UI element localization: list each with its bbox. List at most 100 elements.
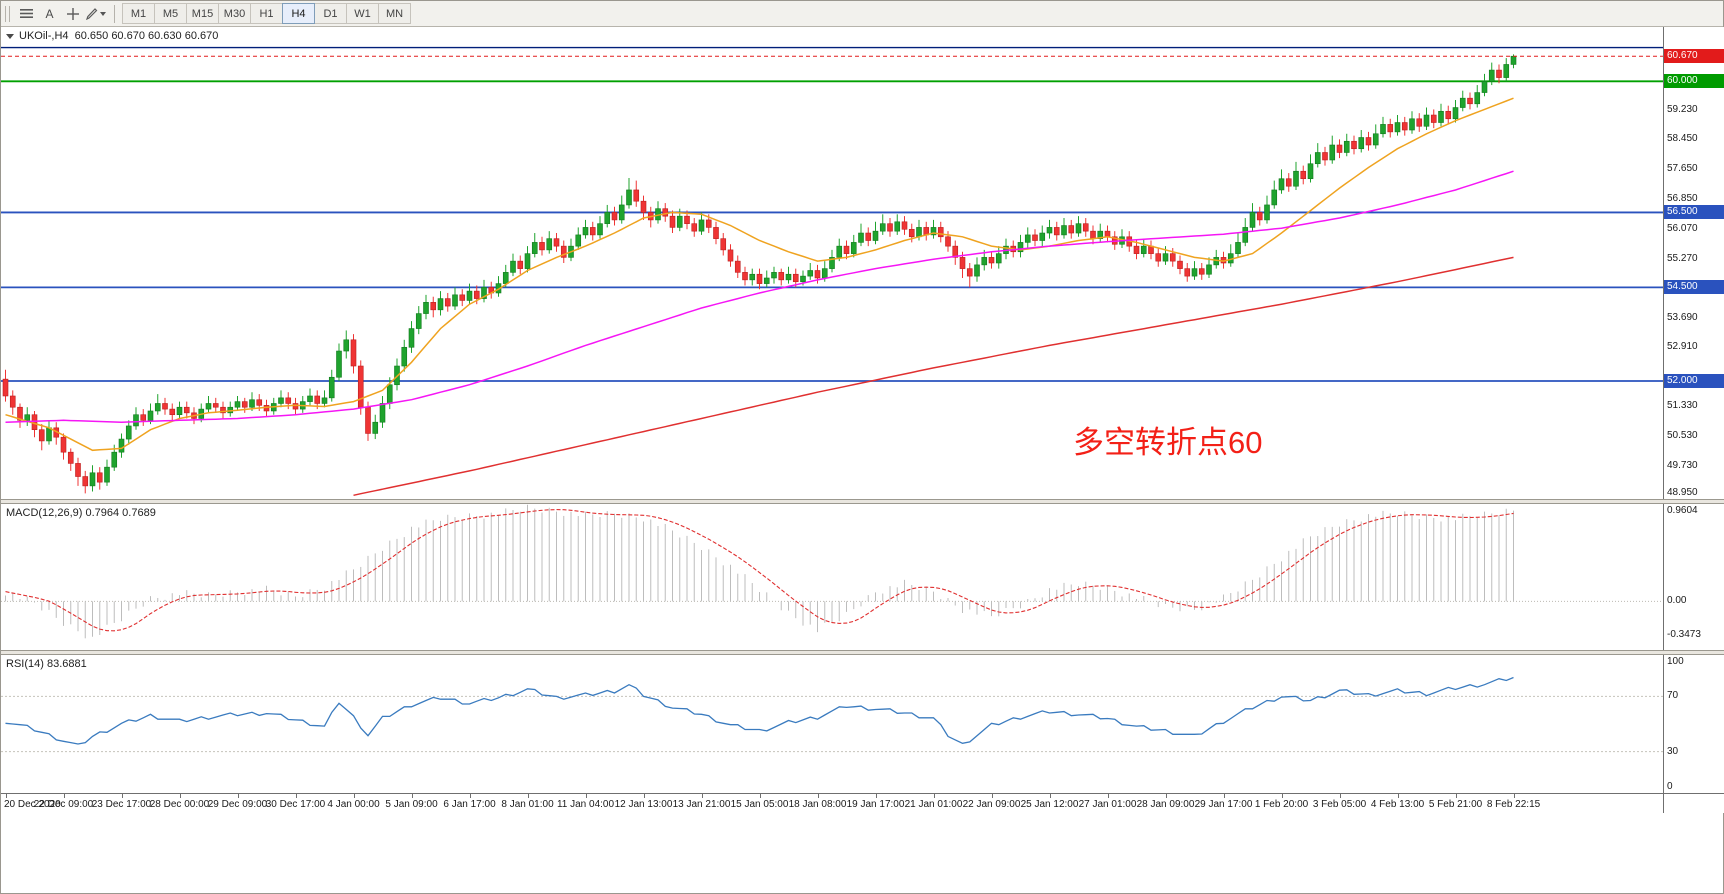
price-badge-56.500: 56.500 [1664, 205, 1724, 220]
rsi-axis-label: 0 [1667, 781, 1673, 792]
time-tick [527, 794, 529, 798]
time-label: 28 Jan 09:00 [1136, 799, 1195, 810]
timeframe-button-H4[interactable]: H4 [282, 3, 315, 24]
time-label: 21 Jan 01:00 [904, 799, 963, 810]
pane-separator[interactable] [1, 650, 1724, 655]
time-tick [991, 794, 993, 798]
pane-separator[interactable] [1, 499, 1724, 504]
ma-fast-orange [5, 97, 1514, 452]
price-badge-54.500: 54.500 [1664, 280, 1724, 295]
macd-axis-label: 0.00 [1667, 595, 1687, 607]
macd-chart[interactable] [1, 504, 1663, 650]
time-tick [585, 794, 587, 798]
time-tick [1165, 794, 1167, 798]
time-tick [63, 794, 65, 798]
price-pane[interactable]: UKOil-,H4 60.650 60.670 60.630 60.670 多空… [1, 27, 1663, 499]
time-label: 18 Jan 08:00 [788, 799, 847, 810]
time-tick [1339, 794, 1341, 798]
time-label: 29 Dec 09:00 [207, 799, 268, 810]
price-badge-60.000: 60.000 [1664, 74, 1724, 89]
rsi-label: RSI(14) 83.6881 [6, 658, 87, 670]
time-tick [1223, 794, 1225, 798]
macd-pane[interactable]: MACD(12,26,9) 0.7964 0.7689 [1, 504, 1663, 650]
time-label: 28 Dec 00:00 [149, 799, 210, 810]
time-label: 19 Jan 17:00 [846, 799, 905, 810]
price-label: 49.730 [1667, 460, 1698, 472]
time-tick [817, 794, 819, 798]
rsi-axis-label: 100 [1667, 656, 1684, 667]
time-tick [643, 794, 645, 798]
rsi-chart[interactable] [1, 655, 1663, 793]
time-label: 22 Jan 09:00 [962, 799, 1021, 810]
time-label: 4 Feb 13:00 [1370, 799, 1425, 810]
time-axis[interactable]: 20 Dec 2020 22 Dec 09:00 23 Dec 17:00 28 De… [1, 793, 1663, 813]
time-label: 27 Jan 01:00 [1078, 799, 1137, 810]
time-label: 4 Jan 00:00 [327, 799, 380, 810]
time-tick [121, 794, 123, 798]
time-label: 20 Dec 2020 [4, 799, 61, 810]
window-background [1, 813, 1723, 893]
time-label: 23 Dec 17:00 [91, 799, 152, 810]
pencil-icon [85, 7, 98, 20]
price-label: 50.530 [1667, 430, 1698, 442]
time-tick [179, 794, 181, 798]
price-label: 48.950 [1667, 487, 1698, 498]
price-badge-60.670: 60.670 [1664, 49, 1724, 64]
time-label: 22 Dec 09:00 [33, 799, 94, 810]
toolbar-separator [114, 4, 115, 23]
time-label: 1 Feb 20:00 [1254, 799, 1309, 810]
timeframe-button-M30[interactable]: M30 [218, 3, 251, 24]
rsi-axis-label: 70 [1667, 690, 1679, 702]
time-label: 3 Feb 05:00 [1312, 799, 1367, 810]
rsi-axis[interactable]: 100 70 30 0 [1663, 655, 1724, 793]
text-tool-button[interactable]: A [38, 4, 61, 24]
price-axis[interactable]: 59.230 58.450 57.650 56.850 56.070 55.270 53.6… [1663, 27, 1724, 499]
chart-list-icon [20, 8, 33, 19]
time-label: 8 Jan 01:00 [501, 799, 554, 810]
price-label: 56.070 [1667, 222, 1698, 234]
time-label: 29 Jan 17:00 [1194, 799, 1253, 810]
timeframe-toolbar: M1 M5 M15 M30 H1 H4 D1 W1 MN [122, 3, 411, 24]
price-label: 55.270 [1667, 252, 1698, 264]
draw-tool-button[interactable] [84, 4, 107, 24]
price-badge-52.000: 52.000 [1664, 374, 1724, 388]
timeframe-button-MN[interactable]: MN [378, 3, 411, 24]
crosshair-icon [66, 7, 79, 20]
collapse-icon[interactable] [6, 33, 14, 39]
chart-list-button[interactable] [15, 4, 38, 24]
time-tick [295, 794, 297, 798]
timeframe-button-M5[interactable]: M5 [154, 3, 187, 24]
toolbar: A M1 M5 M15 M30 H1 H4 D1 W1 MN [1, 1, 1723, 27]
ma-slow-red [353, 256, 1514, 497]
axis-corner [1663, 793, 1724, 813]
timeframe-button-M15[interactable]: M15 [186, 3, 219, 24]
candlestick-chart[interactable] [1, 27, 1663, 499]
timeframe-button-M1[interactable]: M1 [122, 3, 155, 24]
macd-axis[interactable]: 0.9604 0.00 -0.3473 [1663, 504, 1724, 650]
time-tick [411, 794, 413, 798]
time-label: 30 Dec 17:00 [265, 799, 326, 810]
time-tick [701, 794, 703, 798]
time-tick [1513, 794, 1515, 798]
time-tick [353, 794, 355, 798]
timeframe-button-H1[interactable]: H1 [250, 3, 283, 24]
rsi-pane[interactable]: RSI(14) 83.6881 [1, 655, 1663, 793]
toolbar-grip[interactable] [5, 5, 10, 22]
timeframe-button-D1[interactable]: D1 [314, 3, 347, 24]
text-tool-icon: A [45, 6, 54, 21]
time-label: 13 Jan 21:00 [672, 799, 731, 810]
time-tick [759, 794, 761, 798]
time-label: 12 Jan 13:00 [614, 799, 673, 810]
symbol-ohlc-text: UKOil-,H4 60.650 60.670 60.630 60.670 [19, 30, 219, 42]
timeframe-button-W1[interactable]: W1 [346, 3, 379, 24]
time-tick [933, 794, 935, 798]
symbol-header: UKOil-,H4 60.650 60.670 60.630 60.670 [6, 30, 218, 42]
macd-axis-label: -0.3473 [1667, 629, 1701, 641]
time-tick [875, 794, 877, 798]
price-label: 56.850 [1667, 193, 1698, 205]
rsi-axis-label: 30 [1667, 745, 1679, 757]
crosshair-tool-button[interactable] [61, 4, 84, 24]
ma-mid-magenta [5, 170, 1514, 423]
macd-axis-label: 0.9604 [1667, 505, 1698, 516]
